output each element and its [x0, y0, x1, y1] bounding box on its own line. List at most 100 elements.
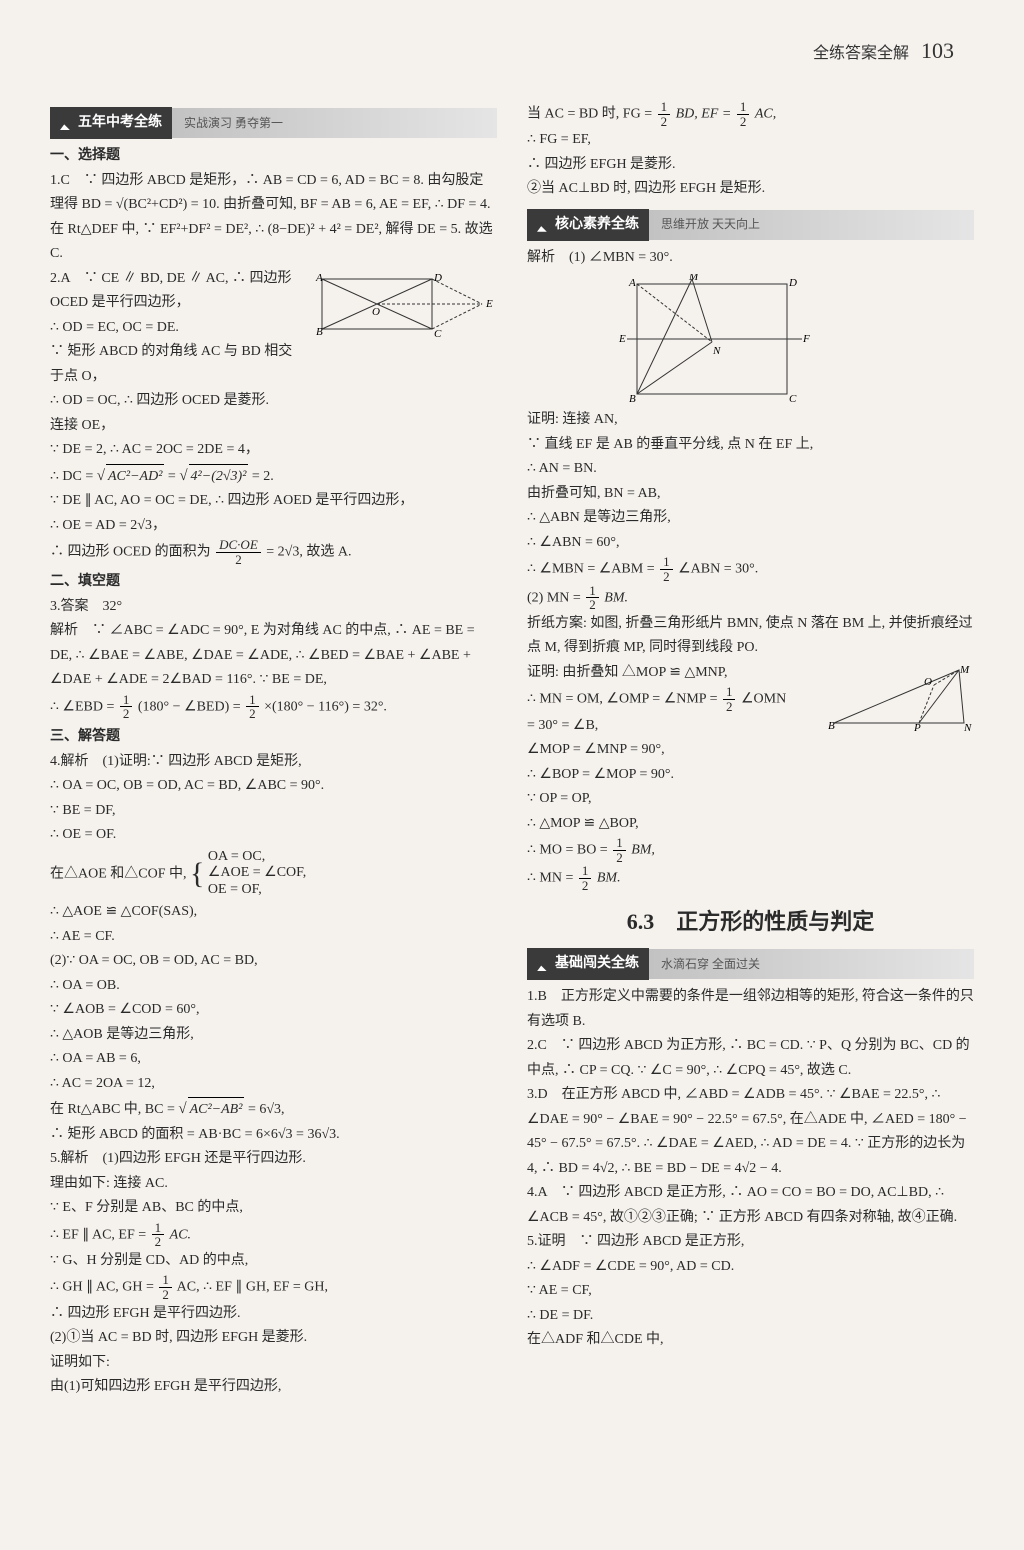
s3: 3.D 在正方形 ABCD 中, ∠ABD = ∠ADB = 45°. ∵ ∠B…: [527, 1083, 974, 1181]
q5d-pre: ∴ EF ∥ AC, EF =: [50, 1227, 146, 1242]
q2d: ∴ OD = OC, ∴ 四边形 OCED 是菱形.: [50, 389, 497, 414]
q2j-num: DC·OE: [216, 538, 261, 553]
pen-icon: [60, 116, 74, 130]
q4f: ∴ △AOE ≌ △COF(SAS),: [50, 900, 497, 925]
q4b: ∴ OA = OC, OB = OD, AC = BD, ∠ABC = 90°.: [50, 774, 497, 799]
q4o: ∴ 矩形 ABCD 的面积 = AB·BC = 6×6√3 = 36√3.: [50, 1123, 497, 1148]
q3c: ∴ ∠EBD = 12 (180° − ∠BED) = 12 ×(180° − …: [50, 693, 497, 721]
q1: 1.C ∵ 四边形 ABCD 是矩形，∴ AB = CD = 6, AD = B…: [50, 169, 497, 267]
r1-d2: 2: [737, 115, 750, 129]
svg-text:A: A: [315, 272, 323, 284]
rx9-n: 1: [586, 584, 599, 599]
r4: ②当 AC⊥BD 时, 四边形 EFGH 是矩形.: [527, 177, 974, 202]
s5a: 5.证明 ∵ 四边形 ABCD 是正方形,: [527, 1230, 974, 1255]
page-header: 全练答案全解 103: [813, 38, 954, 64]
q5e: ∵ G、H 分别是 CD、AD 的中点,: [50, 1249, 497, 1274]
rx2: 证明: 连接 AN,: [527, 408, 974, 433]
pen-icon: [537, 957, 551, 971]
figure-q2: AD BC OE: [312, 271, 497, 339]
s4: 4.A ∵ 四边形 ABCD 是正方形, ∴ AO = CO = BO = DO…: [527, 1181, 974, 1230]
q5f: ∴ GH ∥ AC, GH = 12 AC, ∴ EF ∥ GH, EF = G…: [50, 1273, 497, 1301]
q3b: 解析 ∵ ∠ABC = ∠ADC = 90°, E 为对角线 AC 的中点, ∴…: [50, 619, 497, 693]
rx7: ∴ ∠ABN = 60°,: [527, 531, 974, 556]
rx12-post: ∠OMN: [741, 692, 786, 707]
section-bar-5year: 五年中考全练 实战演习 勇夺第一: [50, 108, 497, 138]
rx12-d: 2: [723, 700, 736, 714]
bar2-title: 核心素养全练: [555, 213, 639, 238]
q4n-rad: AC²−AB²: [188, 1097, 245, 1123]
q4e-br1: OA = OC,: [208, 849, 306, 866]
subhead-choice: 一、选择题: [50, 144, 497, 169]
q5c: ∵ E、F 分别是 AB、BC 的中点,: [50, 1196, 497, 1221]
q2j: ∴ 四边形 OCED 的面积为 DC·OE2 = 2√3, 故选 A.: [50, 538, 497, 566]
q4i: ∴ OA = OB.: [50, 974, 497, 999]
svg-text:F: F: [802, 333, 810, 345]
s1: 1.B 正方形定义中需要的条件是一组邻边相等的矩形, 符合这一条件的只有选项 B…: [527, 985, 974, 1034]
q4g: ∴ AE = CF.: [50, 925, 497, 950]
q5f-n: 1: [159, 1273, 172, 1288]
q2i: ∴ OE = AD = 2√3，: [50, 514, 497, 539]
q4d: ∴ OE = OF.: [50, 823, 497, 848]
q2j-post: = 2√3, 故选 A.: [266, 544, 351, 559]
bar3-title: 基础闯关全练: [555, 952, 639, 977]
rx8-post: ∠ABN = 30°.: [678, 562, 758, 577]
rx16: ∵ OP = OP,: [527, 787, 974, 812]
rx1: 解析 (1) ∠MBN = 30°.: [527, 246, 974, 271]
pen-icon: [537, 218, 551, 232]
q5f-d: 2: [159, 1288, 172, 1302]
rx3: ∵ 直线 EF 是 AB 的垂直平分线, 点 N 在 EF 上,: [527, 433, 974, 458]
q3c-d2: 2: [246, 707, 259, 721]
svg-text:B: B: [629, 393, 636, 404]
svg-text:B: B: [316, 326, 323, 338]
rx6: ∴ △ABN 是等边三角形,: [527, 506, 974, 531]
subhead-solve: 三、解答题: [50, 725, 497, 750]
chapter-title: 6.3 正方形的性质与判定: [527, 903, 974, 942]
rx8-n: 1: [660, 555, 673, 570]
r1-pre: 当 AC = BD 时, FG =: [527, 106, 652, 121]
q2c: ∵ 矩形 ABCD 的对角线 AC 与 BD 相交于点 O，: [50, 340, 497, 389]
svg-text:C: C: [789, 393, 797, 404]
rx5: 由折叠可知, BN = AB,: [527, 482, 974, 507]
rx12-pre: ∴ MN = OM, ∠OMP = ∠NMP =: [527, 692, 717, 707]
rx9-d: 2: [586, 598, 599, 612]
r1-post: AC,: [755, 106, 776, 121]
q2g-pre: ∴ DC =: [50, 469, 93, 484]
q2g-mid: =: [168, 469, 179, 484]
header-title: 全练答案全解: [813, 45, 909, 62]
s5b: ∴ ∠ADF = ∠CDE = 90°, AD = CD.: [527, 1255, 974, 1280]
q4e-br3: OE = OF,: [208, 882, 306, 899]
r1: 当 AC = BD 时, FG = 12 BD, EF = 12 AC,: [527, 100, 974, 128]
q4m: ∴ AC = 2OA = 12,: [50, 1072, 497, 1097]
svg-text:E: E: [485, 298, 493, 310]
rx19-pre: ∴ MN =: [527, 871, 573, 886]
rx9-post: BM.: [604, 590, 628, 605]
bar1-subtitle: 实战演习 勇夺第一: [184, 113, 283, 134]
rx19-d: 2: [579, 879, 592, 893]
svg-text:N: N: [963, 722, 972, 733]
r3: ∴ 四边形 EFGH 是菱形.: [527, 153, 974, 178]
q3c-n1: 1: [120, 693, 133, 708]
svg-text:B: B: [828, 720, 835, 732]
r1-n2: 1: [737, 100, 750, 115]
q5b: 理由如下: 连接 AC.: [50, 1172, 497, 1197]
q4e-br2: ∠AOE = ∠COF,: [208, 865, 306, 882]
svg-text:O: O: [372, 306, 380, 318]
r1-mid: BD, EF =: [676, 106, 732, 121]
q5d: ∴ EF ∥ AC, EF = 12 AC.: [50, 1221, 497, 1249]
s5d: ∴ DE = DF.: [527, 1304, 974, 1329]
q5g: ∴ 四边形 EFGH 是平行四边形.: [50, 1302, 497, 1327]
q5h: (2)①当 AC = BD 时, 四边形 EFGH 是菱形.: [50, 1326, 497, 1351]
rx18-pre: ∴ MO = BO =: [527, 842, 608, 857]
svg-text:M: M: [959, 665, 970, 676]
rx8: ∴ ∠MBN = ∠ABM = 12 ∠ABN = 30°.: [527, 555, 974, 583]
q2j-den: 2: [216, 553, 261, 567]
rx18-n: 1: [613, 836, 626, 851]
rx18: ∴ MO = BO = 12 BM,: [527, 836, 974, 864]
subhead-fill: 二、填空题: [50, 570, 497, 595]
q5i: 证明如下:: [50, 1351, 497, 1376]
q2e: 连接 OE，: [50, 414, 497, 439]
q2h: ∵ DE ∥ AC, AO = OC = DE, ∴ 四边形 AOED 是平行四…: [50, 489, 497, 514]
q4c: ∵ BE = DF,: [50, 799, 497, 824]
rx8-pre: ∴ ∠MBN = ∠ABM =: [527, 562, 655, 577]
q4e-pre: 在△AOE 和△COF 中,: [50, 866, 187, 881]
